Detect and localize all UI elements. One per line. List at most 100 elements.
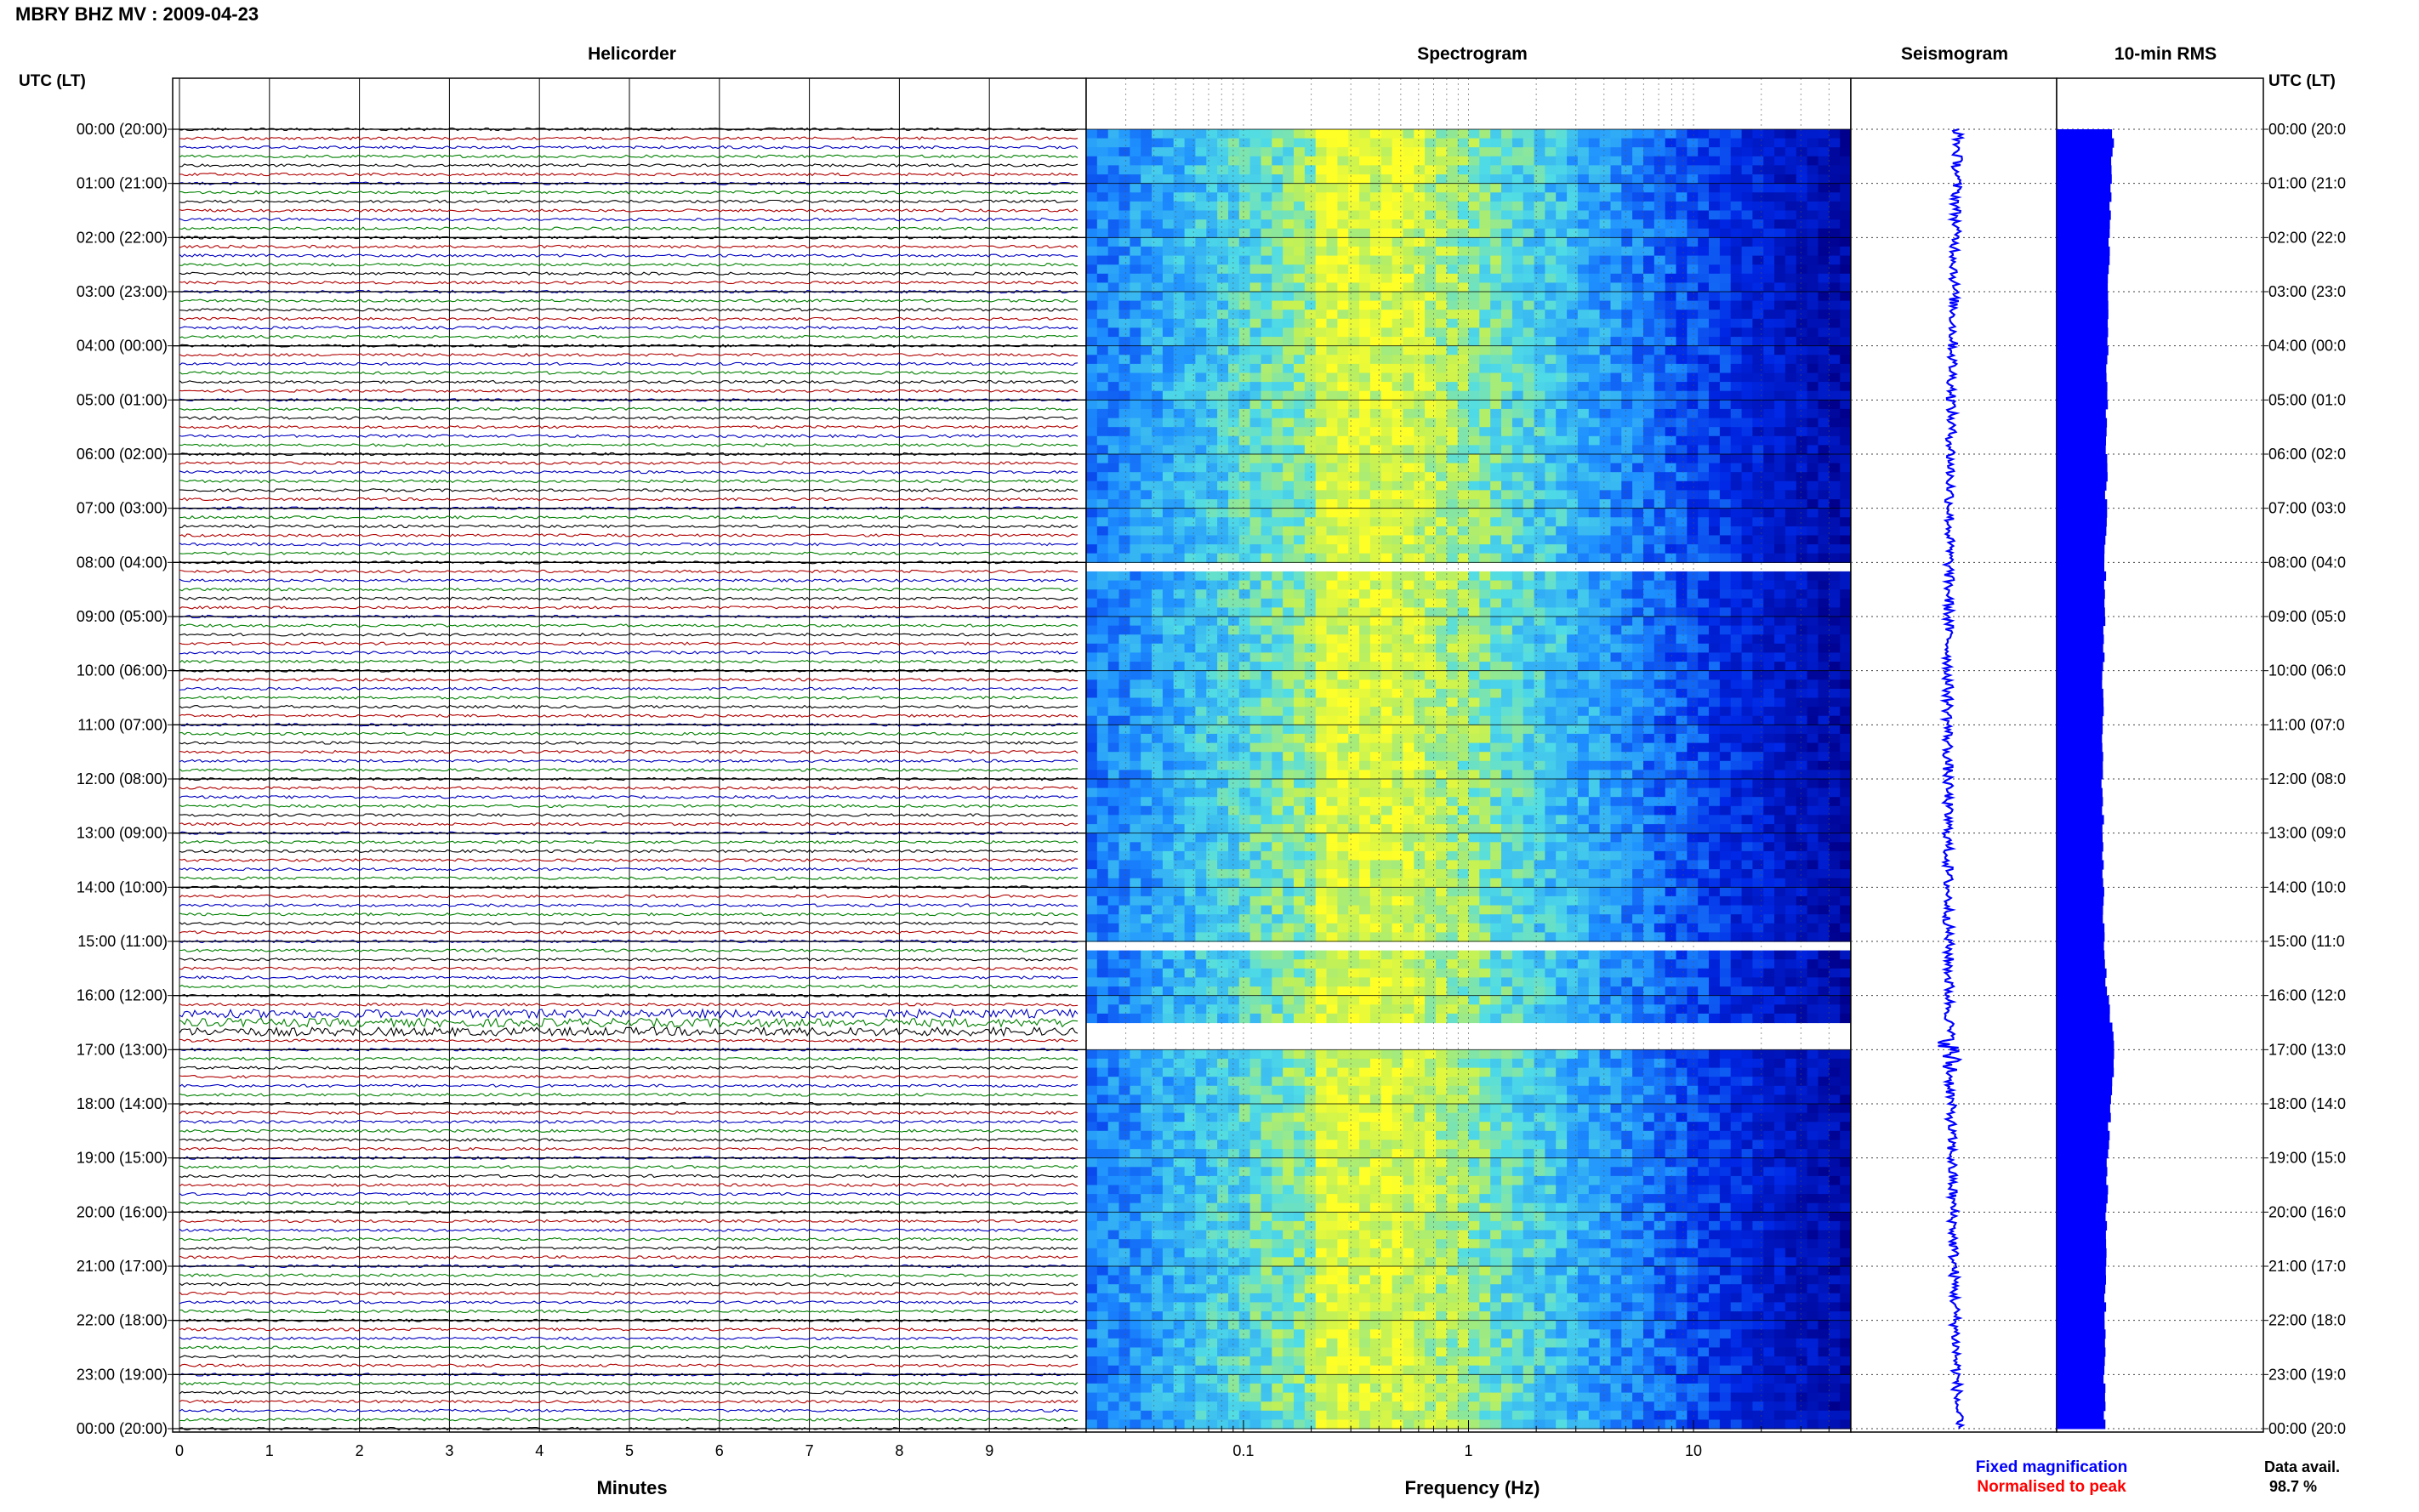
spectrogram-cell [1283, 129, 1295, 139]
spectrogram-cell [1653, 472, 1666, 482]
spectrogram-cell [1238, 228, 1251, 238]
spectrogram-cell [1326, 345, 1338, 355]
spectrogram-cell [1632, 435, 1644, 446]
spectrogram-cell [1184, 372, 1196, 383]
spectrogram-cell [1315, 174, 1328, 185]
spectrogram-cell [1763, 390, 1775, 401]
spectrogram-cell [1130, 355, 1141, 365]
spectrogram-cell [1086, 526, 1098, 537]
spectrogram-cell [1490, 725, 1502, 735]
spectrogram-cell [1567, 598, 1579, 608]
spectrogram-cell [1096, 427, 1109, 437]
spectrogram-cell [1359, 688, 1371, 699]
spectrogram-cell [1556, 472, 1568, 482]
spectrogram-cell [1359, 390, 1371, 401]
spectrogram-cell [1567, 490, 1579, 500]
spectrogram-cell [1162, 174, 1175, 185]
spectrogram-cell [1556, 490, 1568, 500]
spectrogram-cell [1653, 715, 1666, 725]
spectrogram-cell [1545, 580, 1557, 590]
spectrogram-cell [1784, 310, 1797, 320]
spectrogram-cell [1490, 679, 1502, 690]
spectrogram-cell [1195, 725, 1207, 735]
spectrogram-cell [1719, 129, 1732, 139]
spectrogram-cell [1468, 418, 1480, 428]
spectrogram-cell [1643, 499, 1655, 509]
spectrogram-cell [1752, 390, 1764, 401]
spectrogram-cell [1107, 310, 1120, 320]
spectrogram-cell [1752, 246, 1764, 257]
spectrogram-cell [1184, 463, 1196, 473]
spectrogram-cell [1337, 408, 1349, 419]
spectrogram-cell [1763, 725, 1775, 735]
spectrogram-cell [1261, 237, 1272, 247]
spectrogram-cell [1763, 526, 1775, 537]
spectrogram-cell [1414, 300, 1426, 310]
spectrogram-cell [1774, 742, 1786, 753]
spectrogram-cell [1184, 688, 1196, 699]
spectrogram-cell [1249, 733, 1261, 744]
spectrogram-cell [1369, 480, 1382, 491]
spectrogram-cell [1523, 408, 1535, 419]
spectrogram-cell [1687, 652, 1699, 662]
spectrogram-cell [1643, 300, 1655, 310]
helicorder-trace [179, 434, 1079, 439]
spectrogram-cell [1337, 598, 1349, 608]
spectrogram-cell [1380, 264, 1393, 275]
spectrogram-cell [1490, 480, 1502, 491]
spectrogram-cell [1304, 300, 1317, 310]
helicorder-x-tick-label: 1 [265, 1442, 274, 1459]
spectrogram-cell [1556, 463, 1568, 473]
spectrogram-cell [1556, 382, 1568, 392]
spectrogram-cell [1534, 310, 1545, 320]
spectrogram-cell [1621, 400, 1633, 410]
spectrogram-cell [1130, 508, 1141, 518]
spectrogram-cell [1840, 183, 1852, 193]
spectrogram-cell [1152, 589, 1164, 600]
spectrogram-cell [1249, 517, 1261, 527]
spectrogram-cell [1228, 652, 1240, 662]
spectrogram-cell [1567, 300, 1579, 310]
spectrogram-cell [1567, 201, 1579, 212]
spectrogram-cell [1698, 670, 1710, 680]
spectrogram-cell [1403, 129, 1414, 139]
spectrogram-cell [1446, 688, 1459, 699]
spectrogram-cell [1380, 192, 1393, 202]
spectrogram-cell [1468, 337, 1480, 347]
spectrogram-cell [1621, 210, 1633, 220]
spectrogram-cell [1414, 174, 1426, 185]
spectrogram-cell [1096, 237, 1109, 247]
spectrogram-cell [1249, 165, 1261, 175]
spectrogram-cell [1774, 499, 1786, 509]
spectrogram-cell [1665, 670, 1677, 680]
spectrogram-cell [1206, 246, 1218, 257]
spectrogram-cell [1380, 742, 1393, 753]
spectrogram-cell [1141, 147, 1153, 157]
spectrogram-cell [1796, 454, 1808, 464]
spectrogram-cell [1162, 237, 1175, 247]
spectrogram-cell [1807, 435, 1819, 446]
spectrogram-cell [1796, 228, 1808, 238]
spectrogram-cell [1118, 264, 1130, 275]
spectrogram-cell [1380, 363, 1393, 374]
helicorder-trace [179, 1309, 1079, 1314]
spectrogram-cell [1829, 228, 1841, 238]
spectrogram-cell [1414, 715, 1426, 725]
spectrogram-cell [1152, 165, 1164, 175]
spectrogram-cell [1730, 445, 1743, 455]
spectrogram-cell [1490, 625, 1502, 635]
spectrogram-cell [1326, 617, 1338, 627]
spectrogram-cell [1272, 273, 1283, 283]
spectrogram-cell [1152, 435, 1164, 446]
spectrogram-cell [1719, 337, 1732, 347]
spectrogram-cell [1730, 643, 1743, 653]
spectrogram-cell [1261, 400, 1272, 410]
spectrogram-cell [1162, 463, 1175, 473]
spectrogram-cell [1326, 400, 1338, 410]
spectrogram-cell [1457, 273, 1470, 283]
spectrogram-cell [1195, 201, 1207, 212]
spectrogram-cell [1599, 454, 1611, 464]
spectrogram-cell [1261, 355, 1272, 365]
spectrogram-cell [1818, 418, 1830, 428]
spectrogram-cell [1490, 634, 1502, 645]
